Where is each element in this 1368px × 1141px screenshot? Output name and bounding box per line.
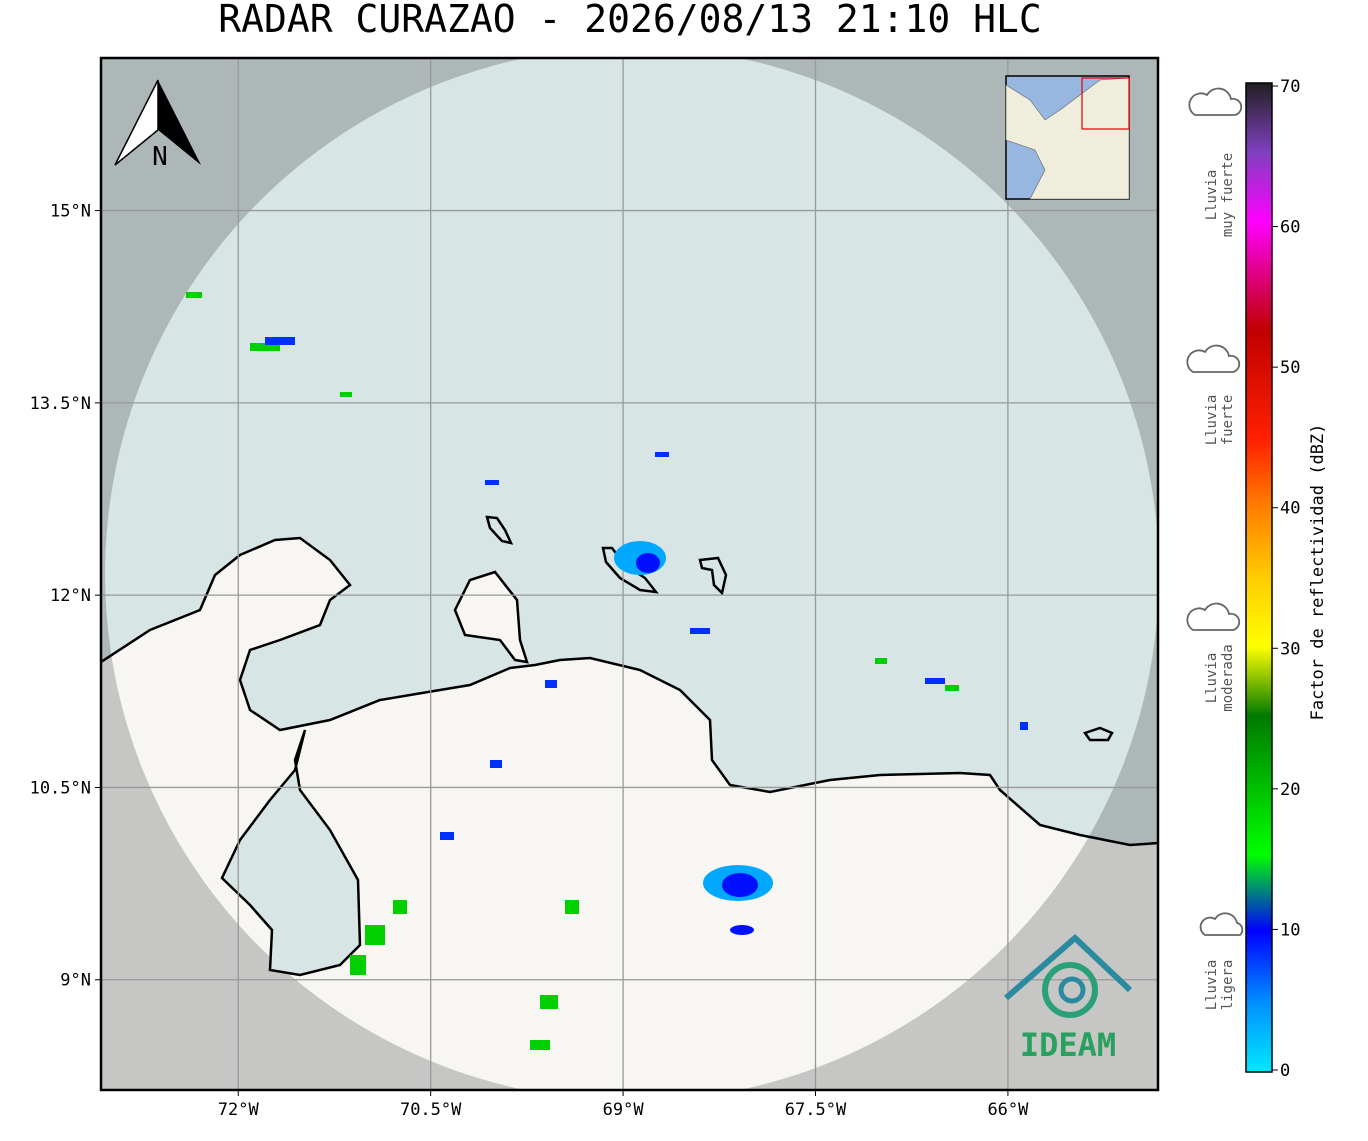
lon-tick-label: 67.5°W <box>785 1100 847 1120</box>
lon-tick-label: 66°W <box>987 1100 1029 1120</box>
legend-text: muy fuerte <box>1220 153 1236 237</box>
lat-tick-label: 15°N <box>50 202 91 222</box>
logo-text: IDEAM <box>1020 1026 1116 1064</box>
legend-text: Lluvia <box>1204 395 1220 446</box>
legend-text: Lluvia <box>1204 960 1220 1011</box>
lat-tick-label: 12°N <box>50 586 91 606</box>
legend-text: Lluvia <box>1204 170 1220 221</box>
legend-text: Lluvia <box>1204 653 1220 704</box>
colorbar-tick-label: 30 <box>1280 639 1300 659</box>
colorbar-tick-label: 0 <box>1280 1061 1290 1081</box>
ideam-logo: IDEAM <box>1004 933 1133 1064</box>
lon-tick-label: 69°W <box>603 1100 645 1120</box>
inset-map <box>1005 75 1130 200</box>
legend-text: moderada <box>1220 644 1236 711</box>
lon-tick-label: 72°W <box>218 1100 260 1120</box>
colorbar-tick-label: 20 <box>1280 780 1300 800</box>
colorbar-tick-label: 40 <box>1280 499 1300 519</box>
lat-tick-label: 13.5°N <box>30 394 91 414</box>
legend-text: ligera <box>1220 960 1236 1011</box>
radar-echoes <box>186 292 1028 1050</box>
map-frame <box>99 56 1160 1092</box>
lon-tick-label: 70.5°W <box>400 1100 462 1120</box>
lat-tick-label: 10.5°N <box>30 778 91 798</box>
title: RADAR CURAZAO - 2026/08/13 21:10 HLC <box>218 0 1042 41</box>
north-label: N <box>152 142 168 172</box>
colorbar <box>1245 82 1273 1073</box>
colorbar-tick-label: 10 <box>1280 920 1300 940</box>
colorbar-tick-label: 70 <box>1280 77 1300 97</box>
lat-tick-label: 9°N <box>60 971 91 991</box>
legend-text: fuerte <box>1220 395 1236 446</box>
colorbar-tick-label: 60 <box>1280 218 1300 238</box>
colorbar-label: Factor de reflectividad (dBZ) <box>1308 424 1328 721</box>
map: N IDEAM <box>101 58 1158 1090</box>
north-arrow: N <box>114 79 201 172</box>
colorbar-tick-label: 50 <box>1280 358 1300 378</box>
